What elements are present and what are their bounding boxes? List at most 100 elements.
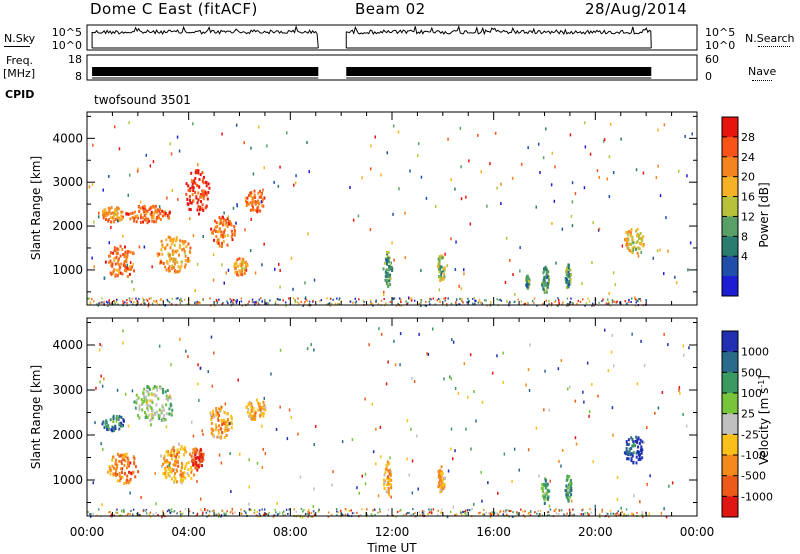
scatter-point-1 xyxy=(143,218,146,222)
scatter-near-range-point xyxy=(143,302,146,305)
scatter-near-range-point xyxy=(584,304,586,307)
scatter-noise-point xyxy=(678,386,681,390)
scatter-near-range-point xyxy=(545,299,547,302)
scatter-noise-point xyxy=(202,235,204,238)
scatter-point-4 xyxy=(205,204,208,208)
scatter-near-range-point xyxy=(253,509,256,512)
scatter-noise-point xyxy=(616,497,619,501)
scatter-noise-point xyxy=(612,433,614,437)
scatter-noise-point xyxy=(465,195,467,199)
scatter-noise-point xyxy=(667,343,669,347)
scatter-near-range-point xyxy=(463,511,465,514)
scatter-point-2 xyxy=(116,261,119,265)
scatter-noise-point xyxy=(95,386,97,390)
scatter-point-7 xyxy=(241,273,244,277)
scatter-point-11 xyxy=(565,281,568,284)
scatter-point-2 xyxy=(131,265,134,269)
scatter-noise-point xyxy=(606,177,608,181)
plot-title: Dome C East (fitACF) xyxy=(90,0,258,18)
scatter-noise-point xyxy=(166,196,168,200)
scatter-near-range-point xyxy=(553,509,556,512)
scatter-noise-point xyxy=(551,151,554,155)
scatter-noise-point xyxy=(591,383,593,386)
scatter-near-range-point xyxy=(505,511,507,514)
scatter-point-9 xyxy=(440,265,443,269)
scatter-noise-point xyxy=(236,204,238,208)
scatter-point-5 xyxy=(211,230,214,234)
scatter-noise-point xyxy=(528,389,531,392)
scatter-point-8 xyxy=(388,267,391,271)
scatter-point-9 xyxy=(541,494,544,498)
scatter-point-10 xyxy=(568,490,571,494)
scatter-noise-point xyxy=(688,346,690,350)
scatter-near-range-point xyxy=(458,303,460,306)
scatter-near-range-point xyxy=(397,303,399,306)
scatter-point-9 xyxy=(440,270,443,274)
scatter-near-range-point xyxy=(206,509,209,512)
scatter-noise-point xyxy=(557,367,560,371)
scatter-point-6 xyxy=(255,201,258,205)
scatter-point-6 xyxy=(258,202,261,206)
scatter-near-range-point xyxy=(318,508,320,511)
scatter-point-1 xyxy=(155,403,158,407)
scatter-noise-point xyxy=(598,227,601,231)
scatter-near-range-point xyxy=(340,509,342,512)
scatter-near-range-point xyxy=(370,302,372,305)
scatter-point-2 xyxy=(132,251,135,255)
scatter-near-range-point xyxy=(199,508,202,511)
scatter-point-2 xyxy=(110,272,113,276)
scatter-near-range-point xyxy=(107,305,109,307)
scatter-noise-point xyxy=(675,281,678,285)
scatter-point-1 xyxy=(149,419,152,422)
scatter-point-6 xyxy=(262,411,265,415)
scatter-point-11 xyxy=(635,455,638,459)
scatter-noise-point xyxy=(88,185,91,189)
scatter-point-4 xyxy=(201,203,204,207)
scatter-noise-point xyxy=(197,382,199,386)
scatter-point-6 xyxy=(244,199,247,203)
scatter-noise-point xyxy=(248,485,250,489)
scatter-noise-point xyxy=(358,491,360,495)
scatter-point-0 xyxy=(114,427,117,430)
scatter-near-range-point xyxy=(224,514,226,517)
scatter-point-0 xyxy=(102,420,105,424)
scatter-point-0 xyxy=(120,210,123,214)
scatter-point-2 xyxy=(130,267,132,271)
scatter-noise-point xyxy=(582,390,584,394)
scatter-point-3 xyxy=(165,469,168,473)
scatter-point-7 xyxy=(234,267,237,271)
scatter-point-5 xyxy=(210,427,213,431)
scatter-noise-point xyxy=(383,290,385,294)
scatter-point-0 xyxy=(122,215,124,219)
scatter-point-3 xyxy=(158,252,161,256)
scatter-near-range-point xyxy=(255,301,257,304)
scatter-noise-point xyxy=(220,461,223,465)
scatter-point-2 xyxy=(112,251,115,255)
scatter-near-range-point xyxy=(571,302,574,304)
scatter-point-3 xyxy=(160,454,163,458)
scatter-near-range-point xyxy=(485,511,487,514)
scatter-near-range-point xyxy=(103,302,105,305)
nave-dots xyxy=(752,80,772,81)
scatter-noise-point xyxy=(457,391,460,395)
scatter-near-range-point xyxy=(548,514,550,517)
scatter-near-range-point xyxy=(462,510,464,513)
scatter-point-1 xyxy=(153,220,155,224)
scatter-point-5 xyxy=(226,217,229,221)
scatter-point-2 xyxy=(132,470,135,474)
scatter-point-9 xyxy=(548,489,551,493)
scatter-near-range-point xyxy=(108,299,110,302)
scatter-point-11 xyxy=(630,447,633,450)
scatter-noise-point xyxy=(413,380,416,383)
scatter-near-range-point xyxy=(273,514,275,517)
scatter-point-6 xyxy=(250,402,253,406)
scatter-near-range-point xyxy=(361,508,363,511)
colorbar-tick-label-5: 8 xyxy=(741,230,748,243)
scatter-point-11 xyxy=(641,440,644,444)
scatter-point-1 xyxy=(147,393,150,397)
scatter-noise-point xyxy=(267,513,269,517)
scatter-noise-point xyxy=(160,260,162,264)
scatter-near-range-point xyxy=(130,301,132,304)
scatter-point-1 xyxy=(148,386,150,390)
scatter-point-8 xyxy=(385,282,388,286)
